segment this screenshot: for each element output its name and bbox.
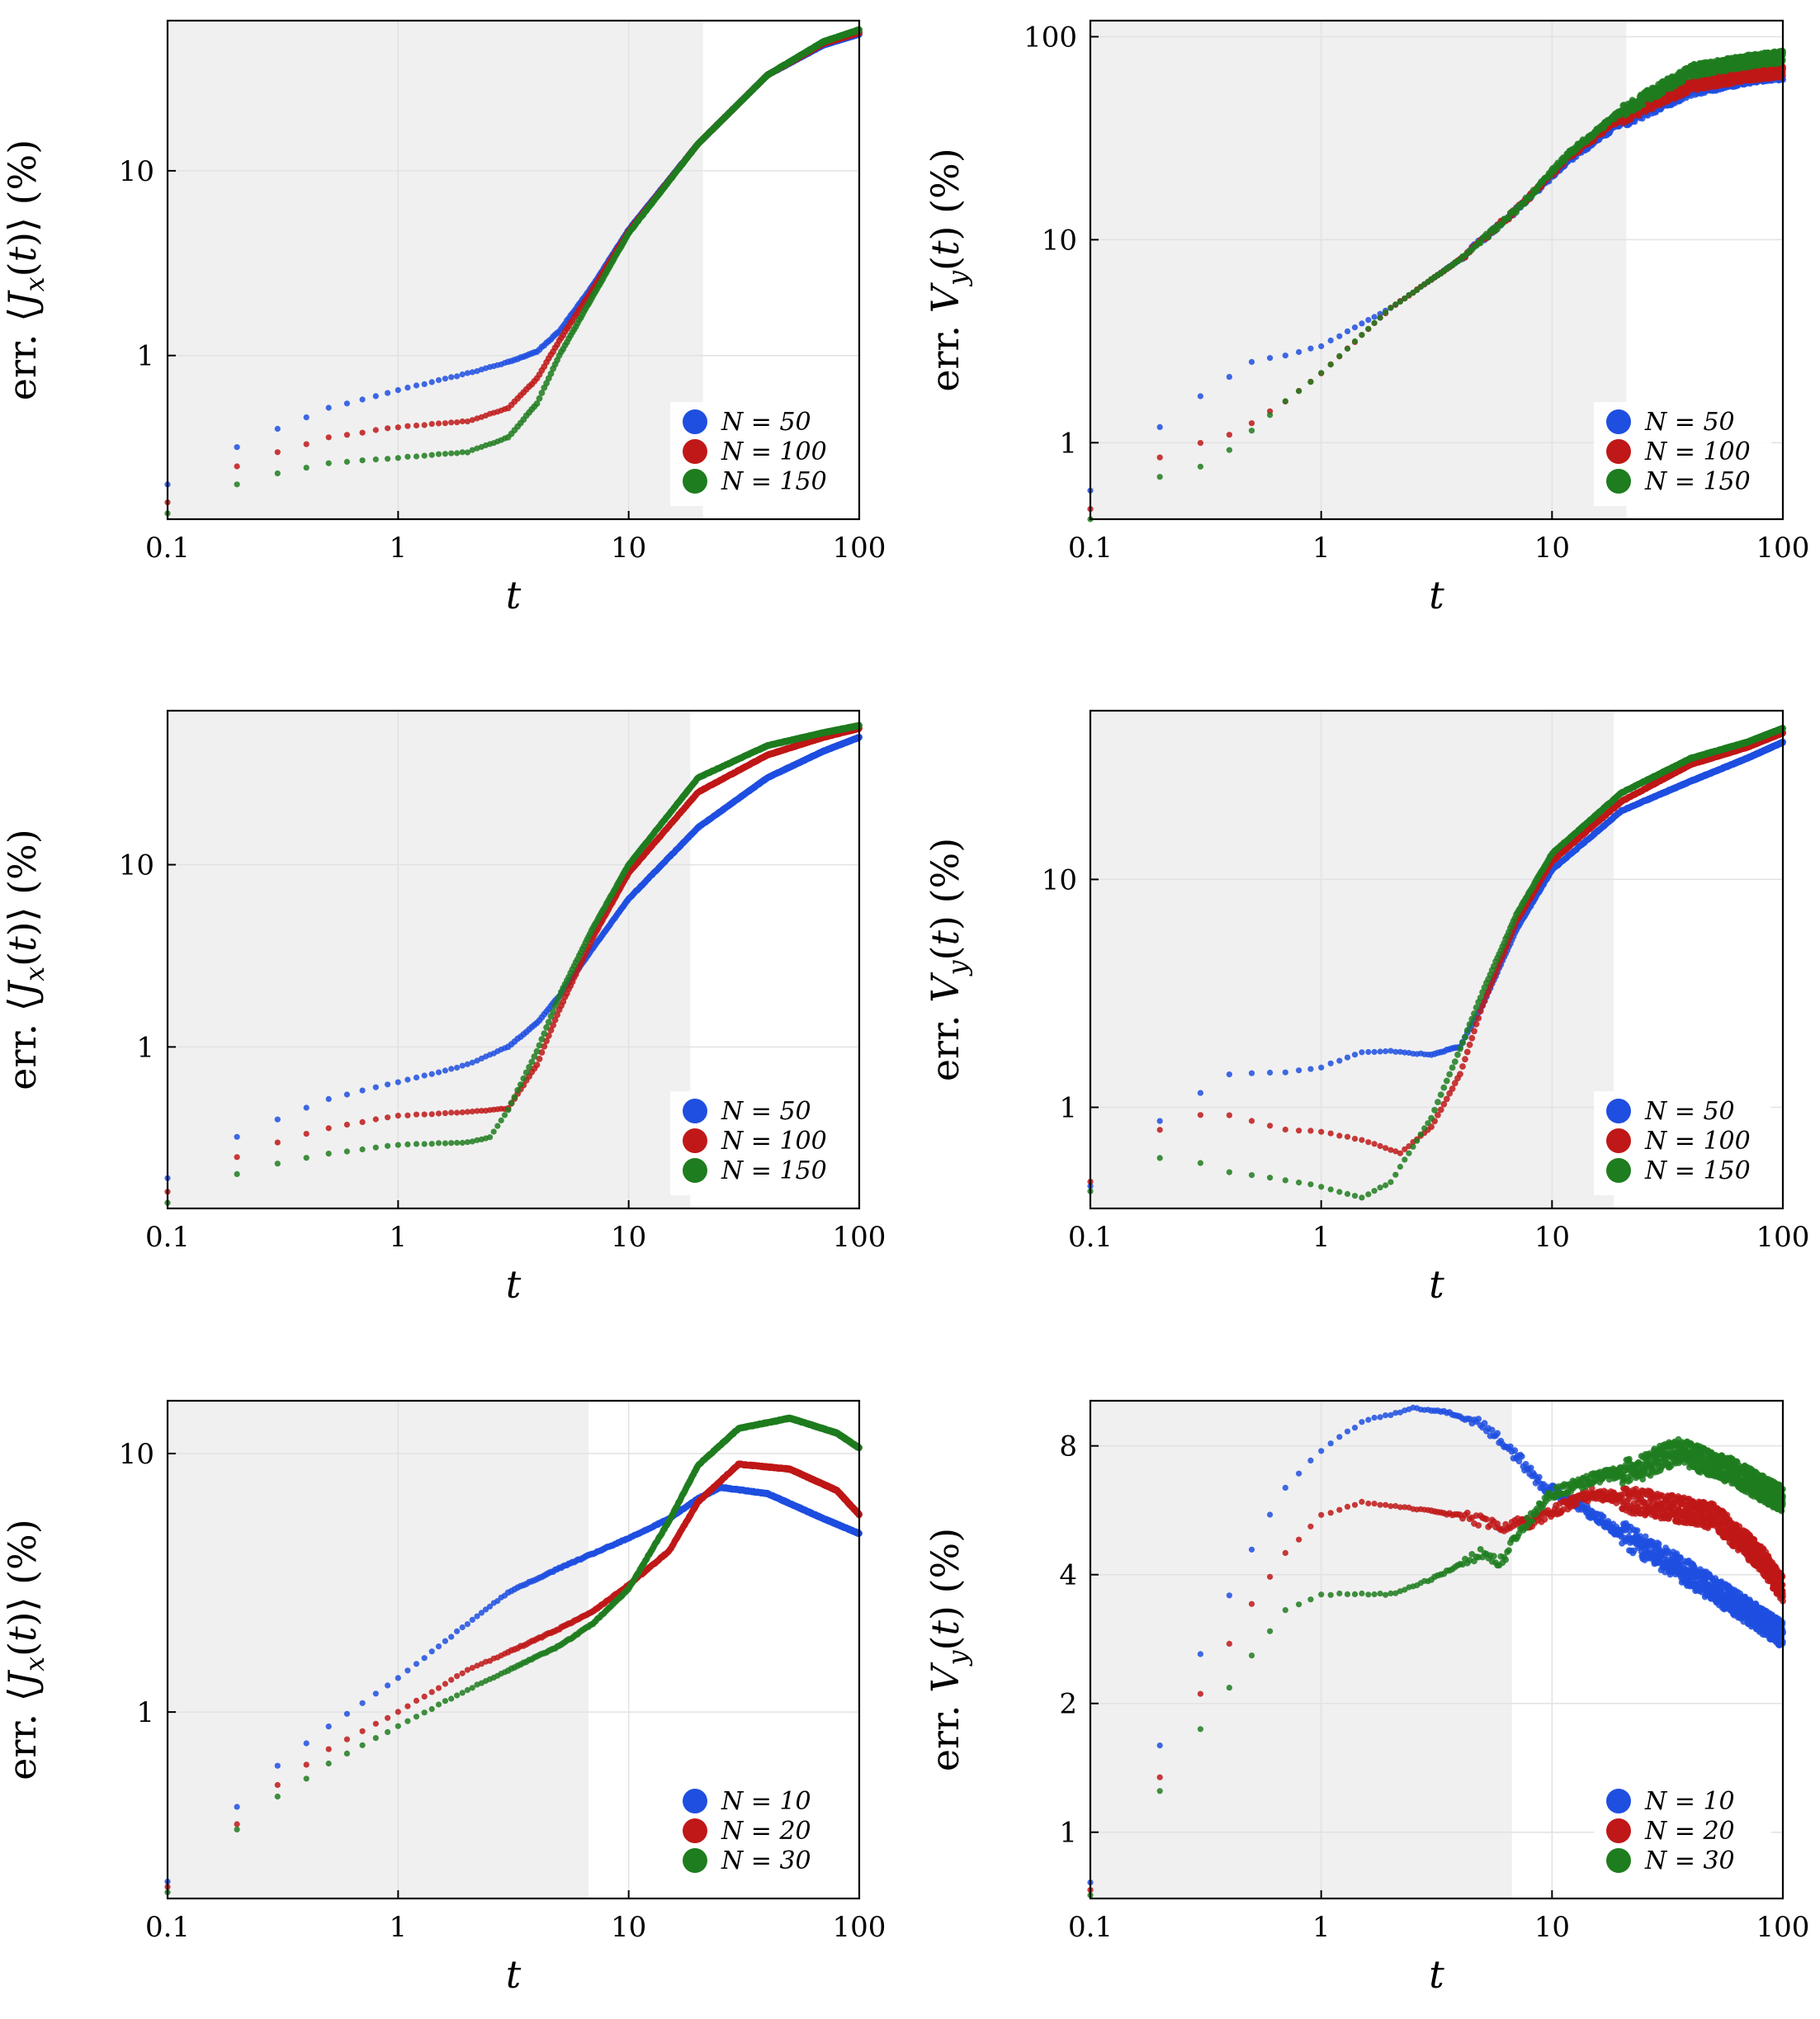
data-point (303, 414, 310, 421)
data-point (274, 425, 281, 433)
data-point (274, 470, 281, 477)
legend-marker (683, 439, 707, 464)
data-point (343, 458, 350, 466)
data-point (234, 463, 240, 470)
data-point (404, 453, 411, 460)
y-axis-label: err. ⟨Jx(t)⟩ (%) (0, 139, 50, 400)
data-point (536, 395, 543, 402)
data-point (372, 456, 379, 463)
data-point (428, 452, 435, 458)
data-point (325, 404, 332, 411)
data-point (1197, 440, 1203, 447)
y-tick-label: 10 (119, 155, 154, 188)
data-point (372, 393, 379, 400)
data-point (395, 424, 401, 431)
shaded-region (1090, 21, 1627, 519)
data-point (474, 368, 480, 375)
x-tick-label: 0.1 (145, 532, 190, 565)
data-point (385, 425, 391, 432)
data-point (464, 370, 471, 376)
data-point (325, 460, 332, 466)
data-point (359, 429, 366, 436)
data-point (372, 427, 379, 433)
data-point (359, 396, 366, 403)
data-point (303, 441, 310, 447)
x-tick-label: 10 (611, 532, 646, 565)
data-point (413, 422, 420, 429)
data-point (1296, 348, 1302, 356)
data-point (343, 400, 350, 407)
data-point (1156, 423, 1163, 431)
data-point (421, 422, 428, 428)
data-point (428, 420, 435, 428)
x-axis-label: t (506, 573, 522, 617)
data-point (448, 419, 455, 426)
data-point (1226, 374, 1232, 381)
data-point (421, 452, 428, 459)
data-point (448, 450, 455, 456)
data-point (395, 455, 401, 461)
data-point (1197, 393, 1203, 400)
data-point (385, 390, 391, 396)
data-point (1156, 454, 1163, 461)
data-point (442, 376, 449, 382)
data-point (1351, 324, 1359, 331)
data-point (1344, 328, 1351, 334)
x-tick-label: 100 (833, 532, 886, 565)
legend-entry: N = 50 (721, 408, 811, 437)
data-point (359, 457, 366, 464)
legend-marker (683, 409, 707, 434)
data-point (442, 420, 449, 427)
data-point (1267, 355, 1274, 362)
data-point (404, 423, 411, 429)
legend-entry: N = 150 (721, 467, 827, 496)
y-tick-label: 1 (136, 340, 154, 373)
data-point (1248, 420, 1255, 427)
data-point (459, 371, 466, 378)
data-point (274, 449, 281, 456)
data-point (442, 451, 449, 457)
shaded-region (168, 21, 703, 519)
data-point (428, 379, 435, 385)
data-point (454, 450, 461, 456)
data-point (435, 376, 442, 384)
legend-marker (683, 469, 707, 494)
data-point (1226, 432, 1232, 438)
x-tick-label: 1 (390, 532, 408, 565)
data-point (459, 418, 466, 425)
data-point (413, 382, 420, 389)
data-point (435, 420, 442, 427)
data-point (303, 465, 310, 471)
legend-entry: N = 100 (721, 437, 827, 466)
data-point (1336, 333, 1343, 339)
data-point (413, 453, 420, 460)
data-point (234, 481, 240, 488)
data-point (385, 456, 391, 462)
data-point (1327, 337, 1334, 344)
data-point (404, 385, 411, 391)
data-point (469, 369, 475, 376)
data-point (1282, 352, 1288, 359)
data-point (454, 373, 461, 380)
data-point (1318, 343, 1325, 350)
data-point (459, 449, 466, 456)
data-point (395, 387, 401, 394)
data-point (1359, 320, 1365, 327)
data-point (234, 444, 240, 451)
data-point (1248, 358, 1255, 366)
data-point (421, 381, 428, 387)
data-point (454, 419, 461, 426)
data-point (435, 451, 442, 457)
data-point (343, 432, 350, 438)
data-point (1371, 314, 1378, 320)
data-point (448, 374, 455, 381)
data-point (1365, 317, 1372, 324)
data-point (325, 434, 332, 441)
data-point (1307, 345, 1314, 352)
